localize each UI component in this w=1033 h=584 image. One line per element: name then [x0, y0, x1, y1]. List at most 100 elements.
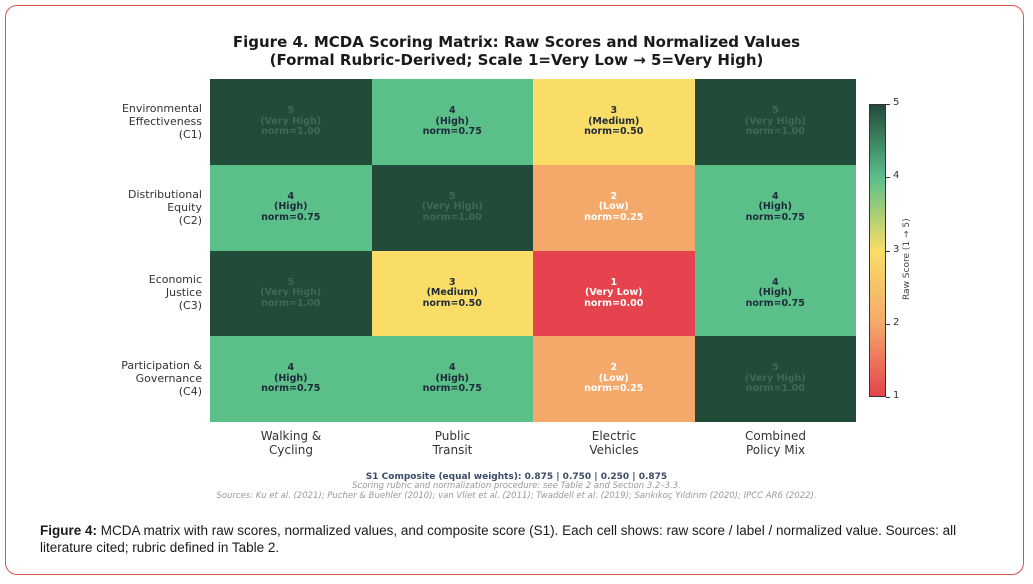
heatmap-cell: 3 (Medium) norm=0.50 — [533, 79, 695, 165]
colorbar-label: Raw Score (1 → 5) — [902, 218, 912, 300]
sources-note: Sources: Ku et al. (2021); Pucher & Bueh… — [216, 491, 817, 501]
heatmap-cell: 5 (Very High) norm=1.00 — [371, 164, 533, 251]
column-label-line: Public — [434, 429, 471, 443]
column-label: Electric Vehicles — [533, 429, 695, 457]
cell-label: (Medium) — [588, 115, 640, 127]
column-label-line: Policy Mix — [745, 443, 806, 457]
colorbar-gradient — [869, 104, 886, 397]
caption-text: MCDA matrix with raw scores, normalized … — [40, 523, 957, 555]
heatmap-cell: 2 (Low) norm=0.25 — [533, 336, 695, 422]
cell-score: 3 — [610, 105, 618, 117]
cell-score: 5 — [287, 276, 295, 288]
cell-score: 2 — [610, 190, 618, 202]
heatmap-cell: 5 (Very High) norm=1.00 — [210, 79, 372, 165]
cell-norm: norm=1.00 — [745, 126, 805, 138]
colorbar-tick-mark — [886, 104, 890, 105]
column-label: Walking & Cycling — [210, 429, 372, 457]
row-label-line: Effectiveness — [128, 114, 202, 128]
column-label-line: Cycling — [269, 443, 313, 457]
cell-norm: norm=1.00 — [261, 297, 321, 309]
cell-norm: norm=0.75 — [745, 211, 805, 223]
cell-label: (High) — [435, 372, 469, 384]
cell-score: 4 — [771, 190, 779, 202]
cell-norm: norm=0.00 — [584, 297, 644, 309]
heatmap-cell: 1 (Very Low) norm=0.00 — [533, 250, 695, 337]
row-label-line: (C3) — [178, 299, 202, 313]
cell-score: 4 — [448, 105, 456, 117]
figure-caption: Figure 4: MCDA matrix with raw scores, n… — [40, 522, 1010, 556]
heatmap-cell: 4 (High) norm=0.75 — [371, 79, 533, 165]
cell-label: (High) — [435, 115, 469, 127]
colorbar-tick-mark — [886, 323, 890, 325]
row-label-line: Governance — [135, 372, 202, 386]
heatmap-cell: 5 (Very High) norm=1.00 — [694, 336, 856, 422]
cell-label: (High) — [758, 201, 792, 213]
heatmap-cell: 5 (Very High) norm=1.00 — [210, 250, 372, 337]
column-label-line: Vehicles — [589, 443, 639, 457]
column-label: Combined Policy Mix — [695, 429, 857, 457]
cell-norm: norm=1.00 — [261, 126, 321, 138]
colorbar-tick: 3 — [893, 243, 900, 255]
cell-score: 4 — [448, 362, 456, 374]
row-label: Environmental Effectiveness (C1) — [2, 102, 202, 141]
row-label-line: Participation & — [121, 359, 202, 373]
cell-norm: norm=1.00 — [745, 383, 805, 395]
cell-norm: norm=0.75 — [422, 383, 482, 395]
chart-title: Figure 4. MCDA Scoring Matrix: Raw Score… — [232, 33, 801, 51]
cell-score: 2 — [610, 362, 618, 374]
cell-label: (Medium) — [426, 287, 478, 299]
cell-label: (Very Low) — [584, 287, 643, 299]
cell-norm: norm=0.25 — [584, 211, 644, 223]
composite-score: S1 Composite (equal weights): 0.875 | 0.… — [365, 472, 668, 482]
heatmap-cell: 4 (High) norm=0.75 — [371, 336, 533, 422]
cell-norm: norm=0.25 — [584, 383, 644, 395]
column-label-line: Electric — [591, 429, 637, 443]
colorbar-tick: 1 — [893, 390, 900, 401]
cell-label: (Low) — [598, 372, 629, 384]
cell-label: (Very High) — [744, 372, 806, 384]
row-label-line: Environmental — [121, 101, 202, 115]
heatmap-cell: 4 (High) norm=0.75 — [210, 336, 372, 422]
cell-label: (Low) — [598, 201, 629, 213]
row-label-line: Economic — [148, 273, 202, 287]
colorbar-tick-mark — [886, 397, 890, 398]
cell-score: 5 — [448, 190, 456, 202]
cell-label: (Very High) — [744, 115, 806, 127]
colorbar-tick-mark — [886, 177, 890, 179]
cell-score: 4 — [287, 362, 295, 374]
scoring-note: Scoring rubric and normalization procedu… — [352, 481, 681, 491]
cell-norm: norm=0.75 — [261, 383, 321, 395]
cell-norm: norm=0.75 — [745, 297, 805, 309]
cell-label: (High) — [758, 287, 792, 299]
column-label: Public Transit — [372, 429, 534, 457]
heatmap-cell: 4 (High) norm=0.75 — [694, 164, 856, 251]
row-label: Economic Justice (C3) — [2, 273, 202, 312]
cell-score: 3 — [448, 276, 456, 288]
heatmap-cell: 5 (Very High) norm=1.00 — [694, 79, 856, 165]
figure-frame — [5, 5, 1024, 575]
colorbar-tick-mark — [886, 250, 890, 252]
cell-score: 5 — [771, 105, 779, 117]
cell-score: 4 — [771, 276, 779, 288]
cell-label: (Very High) — [421, 201, 483, 213]
cell-label: (High) — [274, 372, 308, 384]
heatmap-cell: 4 (High) norm=0.75 — [210, 164, 372, 251]
cell-score: 4 — [287, 190, 295, 202]
cell-norm: norm=0.75 — [261, 211, 321, 223]
cell-norm: norm=0.75 — [422, 126, 482, 138]
caption-lead: Figure 4: — [40, 523, 98, 538]
heatmap-cell: 2 (Low) norm=0.25 — [533, 164, 695, 251]
row-label: Distributional Equity (C2) — [2, 188, 202, 227]
row-label-line: Distributional — [128, 187, 202, 201]
cell-label: (High) — [274, 201, 308, 213]
row-label: Participation & Governance (C4) — [2, 359, 202, 398]
heatmap-cell: 3 (Medium) norm=0.50 — [371, 250, 533, 337]
cell-norm: norm=0.50 — [422, 297, 482, 309]
cell-score: 1 — [610, 276, 618, 288]
colorbar-tick: 2 — [893, 316, 900, 328]
cell-label: (Very High) — [260, 115, 322, 127]
colorbar-tick: 5 — [893, 97, 900, 108]
chart-subtitle: (Formal Rubric-Derived; Scale 1=Very Low… — [269, 51, 764, 69]
colorbar-tick: 4 — [893, 170, 900, 182]
column-label-line: Combined — [745, 429, 806, 443]
